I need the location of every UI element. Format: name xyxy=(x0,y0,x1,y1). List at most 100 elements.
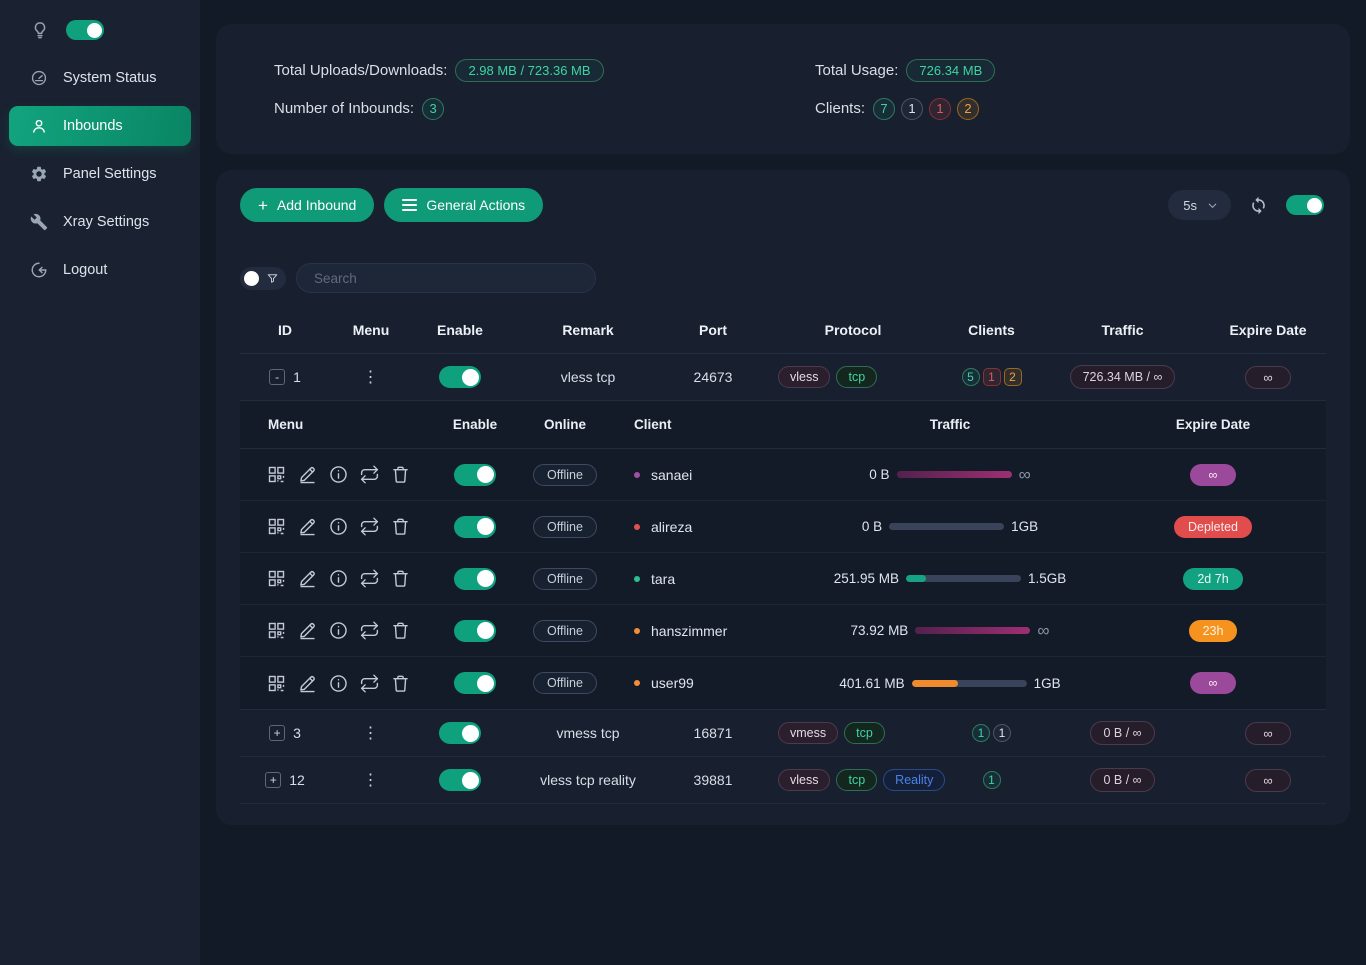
client-name: alireza xyxy=(651,518,693,535)
delete-icon[interactable] xyxy=(390,568,411,589)
reset-traffic-icon[interactable] xyxy=(359,568,380,589)
client-status-dot xyxy=(634,523,640,530)
info-icon[interactable] xyxy=(328,620,349,641)
info-icon[interactable] xyxy=(328,673,349,694)
client-enable-toggle[interactable] xyxy=(454,463,496,486)
client-online-badge: Offline xyxy=(533,567,597,590)
refresh-interval-select[interactable]: 5s xyxy=(1168,190,1231,220)
delete-icon[interactable] xyxy=(390,673,411,694)
client-header-client: Client xyxy=(634,417,672,432)
delete-icon[interactable] xyxy=(390,516,411,537)
header-traffic: Traffic xyxy=(1101,322,1144,338)
delete-icon[interactable] xyxy=(390,620,411,641)
traffic-used: 401.61 MB xyxy=(839,675,905,691)
edit-icon[interactable] xyxy=(297,673,318,694)
inbound-enable-toggle[interactable] xyxy=(439,769,481,791)
reset-traffic-icon[interactable] xyxy=(359,516,380,537)
traffic-bar xyxy=(889,523,1005,530)
inbound-id: 12 xyxy=(289,772,305,788)
row-menu-button[interactable]: ⋮ xyxy=(362,725,380,742)
add-inbound-button[interactable]: + Add Inbound xyxy=(240,188,375,222)
sidebar-item-inbounds[interactable]: Inbounds xyxy=(9,106,191,146)
qr-code-icon[interactable] xyxy=(266,568,287,589)
protocol-badge-tcp: tcp xyxy=(836,366,878,388)
client-online-badge: Offline xyxy=(533,463,597,486)
filter-toggle-knob xyxy=(244,270,259,286)
protocol-badge-tcp: tcp xyxy=(844,722,885,744)
client-enable-toggle[interactable] xyxy=(454,619,496,642)
edit-icon[interactable] xyxy=(297,620,318,641)
client-name: hanszimmer xyxy=(651,622,728,639)
logout-icon xyxy=(30,261,48,279)
reset-traffic-icon[interactable] xyxy=(359,620,380,641)
client-count-badge: 1 xyxy=(982,368,1001,386)
client-enable-toggle[interactable] xyxy=(454,672,496,694)
sidebar-item-label: System Status xyxy=(63,70,157,86)
qr-code-icon[interactable] xyxy=(266,516,287,537)
refresh-icon[interactable] xyxy=(1249,196,1268,215)
general-actions-button[interactable]: General Actions xyxy=(384,188,544,222)
client-enable-toggle[interactable] xyxy=(454,515,496,538)
info-icon[interactable] xyxy=(328,568,349,589)
edit-icon[interactable] xyxy=(297,568,318,589)
client-enable-toggle[interactable] xyxy=(454,567,496,590)
sidebar-item-label: Inbounds xyxy=(63,118,123,134)
client-menu xyxy=(240,516,430,537)
client-name: user99 xyxy=(651,675,694,691)
sidebar-item-xray-settings[interactable]: Xray Settings xyxy=(9,202,191,242)
reset-traffic-icon[interactable] xyxy=(359,673,380,694)
sidebar-item-system-status[interactable]: System Status xyxy=(9,58,191,98)
traffic-bar-fill xyxy=(915,627,1031,634)
edit-icon[interactable] xyxy=(297,516,318,537)
stats-card: Total Uploads/Downloads: 2.98 MB / 723.3… xyxy=(216,24,1350,154)
header-enable: Enable xyxy=(437,322,483,338)
sidebar-item-logout[interactable]: Logout xyxy=(9,250,191,290)
sidebar: System Status Inbounds Panel Settings Xr… xyxy=(0,0,200,965)
qr-code-icon[interactable] xyxy=(266,620,287,641)
sidebar-item-panel-settings[interactable]: Panel Settings xyxy=(9,154,191,194)
client-count-badge: 2 xyxy=(1003,368,1022,386)
inbound-table: ID Menu Enable Remark Port Protocol Clie… xyxy=(240,307,1326,804)
sidebar-item-label: Panel Settings xyxy=(63,166,157,182)
edit-icon[interactable] xyxy=(297,464,318,485)
expand-toggle[interactable]: + xyxy=(265,772,282,788)
client-online-badge: Offline xyxy=(533,515,597,538)
inbound-enable-toggle[interactable] xyxy=(439,366,481,388)
info-icon[interactable] xyxy=(328,516,349,537)
client-expire-badge: 23h xyxy=(1188,619,1238,642)
delete-icon[interactable] xyxy=(390,464,411,485)
reset-traffic-icon[interactable] xyxy=(359,464,380,485)
plus-icon: + xyxy=(258,195,268,215)
client-count-badge: 1 xyxy=(993,724,1011,742)
inbound-enable-toggle[interactable] xyxy=(439,722,481,744)
qr-code-icon[interactable] xyxy=(266,464,287,485)
inbound-traffic-badge: 0 B / ∞ xyxy=(1090,721,1155,745)
client-table: Menu Enable Online Client Traffic Expire… xyxy=(240,401,1326,710)
auto-refresh-toggle[interactable] xyxy=(1286,195,1324,215)
search-input[interactable] xyxy=(296,263,596,293)
row-menu-button[interactable]: ⋮ xyxy=(362,369,380,386)
client-status-dot xyxy=(634,575,640,582)
info-icon[interactable] xyxy=(328,464,349,485)
traffic-used: 0 B xyxy=(861,519,883,534)
expand-toggle[interactable]: - xyxy=(269,369,286,385)
qr-code-icon[interactable] xyxy=(266,673,287,694)
header-clients: Clients xyxy=(968,322,1015,338)
filter-toggle[interactable] xyxy=(240,266,286,290)
client-menu xyxy=(240,673,430,694)
inbound-expire-badge: ∞ xyxy=(1245,768,1291,792)
sidebar-item-label: Logout xyxy=(63,262,108,278)
client-header-online: Online xyxy=(543,417,586,432)
theme-toggle[interactable] xyxy=(66,20,104,40)
protocol-badges: vless tcp xyxy=(758,366,948,388)
inbound-traffic-badge: 0 B / ∞ xyxy=(1090,768,1155,792)
inbound-remark: vmess tcp xyxy=(556,725,620,741)
traffic-bar xyxy=(896,471,1012,478)
main-content: Total Uploads/Downloads: 2.98 MB / 723.3… xyxy=(200,0,1366,965)
expand-toggle[interactable]: + xyxy=(269,725,286,741)
row-menu-button[interactable]: ⋮ xyxy=(362,772,380,789)
inbound-table-header: ID Menu Enable Remark Port Protocol Clie… xyxy=(240,307,1326,354)
